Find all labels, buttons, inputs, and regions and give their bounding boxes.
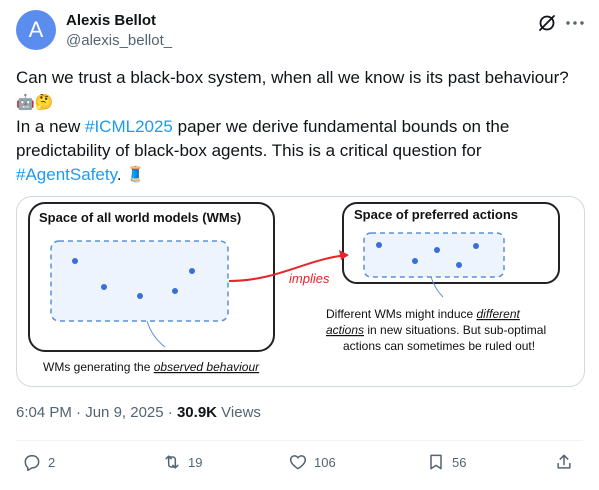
- wm-dot: [101, 284, 107, 290]
- robot-thinking-emoji: 🤖🤔: [16, 93, 54, 111]
- right-caption-line1: Different WMs might induce different: [326, 307, 521, 321]
- right-caption-l1a: Different WMs might induce: [326, 307, 477, 321]
- action-bar: 2 19 106 56: [16, 452, 583, 478]
- wm-dot: [189, 268, 195, 274]
- figure-diagram: Space of all world models (WMs) Space of…: [28, 202, 560, 374]
- left-dashed-region: [50, 240, 229, 322]
- tweet-line-2-suffix: paper we derive fundamental bounds on th…: [16, 116, 510, 160]
- heart-icon: [289, 455, 307, 470]
- repost-count: 19: [188, 454, 203, 470]
- repost-icon: [165, 455, 179, 469]
- avatar-initial: A: [28, 17, 44, 42]
- action-dot: [456, 262, 462, 268]
- share-button[interactable]: [554, 452, 574, 472]
- right-caption-l2a: actions: [326, 323, 364, 337]
- tweet-date[interactable]: Jun 9, 2025: [85, 404, 164, 421]
- right-caption-pointer: [430, 276, 444, 298]
- views-label: Views: [221, 404, 261, 421]
- implies-arrow: [228, 254, 348, 282]
- right-dashed-region: [363, 232, 505, 278]
- tweet-media-image[interactable]: Space of all world models (WMs) Space of…: [16, 196, 585, 387]
- left-box-title: Space of all world models (WMs): [39, 210, 241, 225]
- tweet-line-2-end: .: [116, 164, 122, 184]
- reply-count: 2: [48, 454, 56, 470]
- right-box-title: Space of preferred actions: [354, 207, 518, 222]
- like-count: 106: [314, 454, 336, 470]
- views-count: 30.9K: [176, 404, 217, 421]
- left-caption: WMs generating the observed behaviour: [43, 360, 260, 374]
- left-caption-a: WMs generating the: [43, 360, 154, 374]
- wm-dot: [172, 288, 178, 294]
- thread-emoji: 🧵: [126, 166, 145, 184]
- meta-separator: ·: [167, 404, 177, 421]
- divider: [16, 440, 583, 441]
- right-caption-line2: actions in new situations. But sub-optim…: [326, 323, 546, 337]
- bookmark-icon: [430, 454, 442, 470]
- tweet-text: Can we trust a black-box system, when al…: [16, 66, 576, 187]
- bookmark-button[interactable]: 56: [426, 452, 466, 472]
- tweet-time[interactable]: 6:04 PM: [16, 404, 72, 421]
- action-dot: [376, 242, 382, 248]
- action-dot: [412, 258, 418, 264]
- more-options-icon[interactable]: [564, 12, 586, 34]
- grok-icon[interactable]: [536, 12, 558, 34]
- tweet-meta: 6:04 PM · Jun 9, 2025 · 30.9K Views: [16, 404, 261, 421]
- left-caption-b: observed behaviour: [154, 360, 260, 374]
- avatar[interactable]: A: [16, 10, 56, 50]
- right-caption-l2b: in new situations. But sub-optimal: [364, 323, 546, 337]
- meta-separator: ·: [76, 404, 86, 421]
- right-caption-line3: actions can sometimes be ruled out!: [343, 339, 535, 353]
- author-handle[interactable]: @alexis_bellot_: [66, 32, 173, 49]
- hashtag-icml2025[interactable]: #ICML2025: [85, 116, 173, 136]
- implies-arrowhead: [339, 250, 349, 260]
- reply-icon: [24, 455, 40, 472]
- right-caption-l1b: different: [477, 307, 521, 321]
- left-caption-pointer: [146, 320, 166, 348]
- wm-dot: [137, 293, 143, 299]
- tweet-line-1: Can we trust a black-box system, when al…: [16, 68, 569, 87]
- action-dot: [473, 243, 479, 249]
- repost-button[interactable]: 19: [162, 452, 202, 472]
- share-icon: [557, 454, 571, 469]
- action-dot: [434, 247, 440, 253]
- wm-dot: [72, 258, 78, 264]
- implies-label: implies: [289, 271, 330, 286]
- tweet-line-2-prefix: In a new: [16, 116, 85, 136]
- bookmark-count: 56: [452, 454, 467, 470]
- hashtag-agentsafety[interactable]: #AgentSafety: [16, 164, 117, 184]
- reply-button[interactable]: 2: [22, 452, 55, 472]
- author-name[interactable]: Alexis Bellot: [66, 12, 157, 29]
- like-button[interactable]: 106: [288, 452, 336, 472]
